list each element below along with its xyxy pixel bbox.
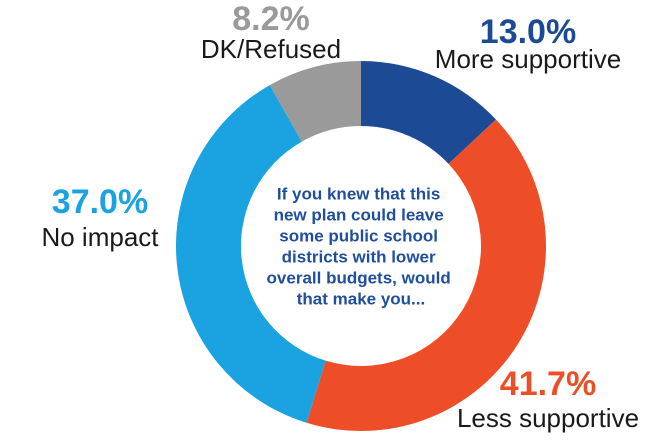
- more-supportive-pct: 13.0%: [480, 13, 576, 51]
- dk-refused-label: DK/Refused: [201, 34, 341, 64]
- center-line: overall budgets, would: [267, 269, 451, 288]
- center-question: If you knew that this new plan could lea…: [267, 185, 456, 309]
- donut-slices: [176, 61, 546, 432]
- center-line: that make you...: [297, 290, 425, 309]
- center-line: new plan could leave: [274, 206, 444, 225]
- no-impact-slice: [176, 85, 326, 423]
- less-supportive-slice: [306, 119, 546, 432]
- less-supportive-label: Less supportive: [457, 403, 639, 433]
- center-line: If you knew that this: [277, 185, 440, 204]
- center-line: some public school: [279, 227, 438, 246]
- dk-refused-pct: 8.2%: [232, 0, 310, 38]
- no-impact-label: No impact: [41, 222, 159, 252]
- less-supportive-pct: 41.7%: [500, 365, 596, 403]
- no-impact-pct: 37.0%: [52, 183, 148, 221]
- more-supportive-slice: [361, 61, 496, 164]
- dk-refused-slice: [269, 61, 361, 142]
- more-supportive-label: More supportive: [435, 44, 621, 74]
- center-line: districts with lower: [282, 248, 436, 267]
